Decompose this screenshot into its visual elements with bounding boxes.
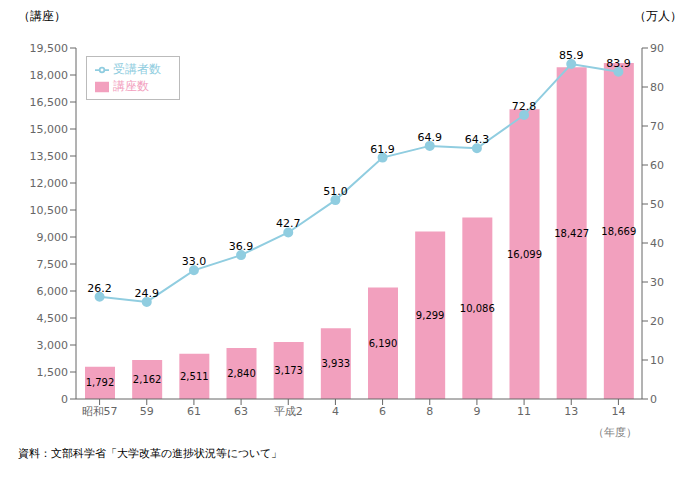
svg-text:30: 30 xyxy=(650,276,664,289)
svg-text:61.9: 61.9 xyxy=(370,143,395,156)
svg-text:2,511: 2,511 xyxy=(180,371,209,382)
svg-text:1,500: 1,500 xyxy=(37,366,69,379)
svg-text:4: 4 xyxy=(332,405,339,418)
svg-text:50: 50 xyxy=(650,198,664,211)
svg-text:0: 0 xyxy=(61,393,68,406)
html-text:（講座）: （講座） xyxy=(18,9,66,23)
svg-text:15,000: 15,000 xyxy=(30,123,69,136)
svg-text:（年度）: （年度） xyxy=(593,426,637,439)
svg-text:33.0: 33.0 xyxy=(182,255,207,268)
svg-text:60: 60 xyxy=(650,159,664,172)
svg-text:70: 70 xyxy=(650,120,664,133)
svg-text:2,162: 2,162 xyxy=(133,374,162,385)
svg-text:61: 61 xyxy=(187,405,201,418)
svg-text:9: 9 xyxy=(473,405,480,418)
svg-text:3,173: 3,173 xyxy=(274,365,303,376)
svg-text:10: 10 xyxy=(650,354,664,367)
svg-text:19,500: 19,500 xyxy=(30,42,69,55)
svg-text:13,500: 13,500 xyxy=(30,150,69,163)
svg-text:16,500: 16,500 xyxy=(30,96,69,109)
svg-text:6,190: 6,190 xyxy=(369,338,398,349)
svg-text:0: 0 xyxy=(650,393,657,406)
html-text:受講者数: 受講者数 xyxy=(113,62,161,76)
svg-text:4,500: 4,500 xyxy=(37,312,69,325)
svg-text:40: 40 xyxy=(650,237,664,250)
svg-text:昭和57: 昭和57 xyxy=(82,405,118,418)
svg-text:85.9: 85.9 xyxy=(559,49,584,62)
svg-text:20: 20 xyxy=(650,315,664,328)
svg-text:64.9: 64.9 xyxy=(418,131,443,144)
svg-text:13: 13 xyxy=(564,405,578,418)
svg-text:18,427: 18,427 xyxy=(554,228,589,239)
svg-text:24.9: 24.9 xyxy=(135,287,160,300)
svg-text:63: 63 xyxy=(234,405,248,418)
svg-text:16,099: 16,099 xyxy=(507,249,542,260)
svg-text:9,299: 9,299 xyxy=(416,310,445,321)
html-text:資料：文部科学省「大学改革の進捗状況等について」: 資料：文部科学省「大学改革の進捗状況等について」 xyxy=(18,447,282,460)
html-text:講座数: 講座数 xyxy=(113,79,149,93)
svg-text:64.3: 64.3 xyxy=(465,133,490,146)
svg-text:36.9: 36.9 xyxy=(229,240,254,253)
svg-text:18,000: 18,000 xyxy=(30,69,69,82)
svg-text:8: 8 xyxy=(426,405,433,418)
svg-text:10,500: 10,500 xyxy=(30,204,69,217)
svg-text:6: 6 xyxy=(379,405,386,418)
svg-text:18,669: 18,669 xyxy=(601,226,636,237)
html-text:（万人）: （万人） xyxy=(634,9,682,23)
svg-text:3,933: 3,933 xyxy=(322,358,351,369)
svg-text:80: 80 xyxy=(650,81,664,94)
svg-text:59: 59 xyxy=(140,405,154,418)
svg-text:42.7: 42.7 xyxy=(276,217,301,230)
svg-text:83.9: 83.9 xyxy=(606,57,631,70)
svg-text:3,000: 3,000 xyxy=(37,339,69,352)
svg-text:51.0: 51.0 xyxy=(323,185,348,198)
svg-text:9,000: 9,000 xyxy=(37,231,69,244)
svg-text:11: 11 xyxy=(517,405,531,418)
svg-text:26.2: 26.2 xyxy=(87,282,112,295)
svg-text:6,000: 6,000 xyxy=(37,285,69,298)
svg-text:平成2: 平成2 xyxy=(274,405,303,418)
svg-text:90: 90 xyxy=(650,42,664,55)
svg-text:7,500: 7,500 xyxy=(37,258,69,271)
svg-text:1,792: 1,792 xyxy=(86,377,115,388)
svg-text:10,086: 10,086 xyxy=(460,303,495,314)
svg-text:14: 14 xyxy=(611,405,625,418)
svg-text:2,840: 2,840 xyxy=(227,368,256,379)
svg-text:12,000: 12,000 xyxy=(30,177,69,190)
svg-text:72.8: 72.8 xyxy=(512,100,537,113)
